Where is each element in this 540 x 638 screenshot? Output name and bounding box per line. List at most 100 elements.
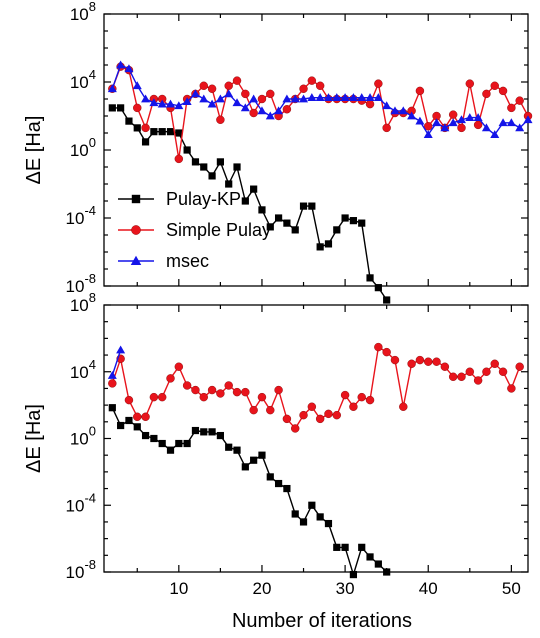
- y-tick-label: 104: [70, 357, 96, 382]
- circle-marker: [266, 89, 275, 99]
- circle-marker: [108, 379, 117, 388]
- triangle-marker: [340, 93, 350, 102]
- square-marker: [208, 172, 216, 180]
- square-marker: [291, 226, 299, 234]
- triangle-marker: [465, 113, 475, 122]
- circle-marker: [315, 81, 325, 90]
- triangle-marker: [398, 106, 408, 115]
- circle-marker: [382, 123, 391, 133]
- triangle-marker: [456, 115, 466, 124]
- square-marker: [341, 214, 349, 222]
- circle-marker: [149, 392, 159, 402]
- triangle-marker: [307, 93, 317, 102]
- circle-marker: [507, 103, 516, 113]
- bottom-panel: 10-8 10-4 100 104 108 10 20 30 40 50 ΔE [Ha] Number…: [23, 290, 529, 632]
- y-tick-label: 108: [70, 290, 96, 315]
- square-marker: [108, 104, 116, 112]
- triangle-marker: [407, 111, 417, 120]
- circle-marker: [407, 359, 416, 368]
- circle-marker: [440, 362, 450, 371]
- square-marker: [316, 243, 324, 251]
- y-tick-label: 100: [70, 135, 96, 160]
- circle-marker: [399, 402, 408, 411]
- triangle-marker: [182, 97, 192, 106]
- circle-marker: [307, 402, 317, 411]
- triangle-marker: [141, 94, 151, 103]
- circle-marker: [432, 357, 441, 366]
- circle-marker: [424, 357, 433, 366]
- square-marker: [216, 431, 224, 440]
- series-line: [111, 345, 521, 430]
- triangle-marker: [132, 81, 142, 90]
- square-marker: [131, 194, 141, 204]
- triangle-marker: [107, 84, 117, 93]
- circle-marker: [365, 99, 375, 109]
- circle-marker: [166, 374, 175, 383]
- x-tick-label: 20: [252, 579, 271, 598]
- square-marker: [258, 451, 266, 459]
- triangle-marker: [174, 101, 184, 110]
- triangle-marker: [290, 94, 300, 103]
- circle-marker: [498, 367, 508, 376]
- y-tick-label: 108: [70, 0, 96, 24]
- square-marker: [358, 543, 366, 551]
- triangle-marker: [332, 93, 342, 102]
- triangle-marker: [506, 118, 516, 127]
- circle-marker: [465, 79, 475, 88]
- circle-marker: [482, 367, 491, 376]
- circle-marker: [515, 96, 524, 105]
- circle-marker: [349, 402, 358, 411]
- square-marker: [250, 185, 258, 193]
- triangle-marker: [523, 115, 533, 124]
- circle-marker: [174, 362, 184, 371]
- square-marker: [333, 543, 341, 551]
- circle-marker: [382, 347, 391, 357]
- x-tick-label: 10: [169, 579, 188, 598]
- square-marker: [150, 128, 158, 136]
- circle-marker: [291, 424, 300, 433]
- circle-marker: [390, 355, 400, 365]
- series-pulay-kp: [108, 404, 391, 579]
- circle-marker: [182, 381, 192, 390]
- triangle-marker: [157, 99, 167, 108]
- circle-marker: [207, 84, 217, 93]
- square-marker: [283, 219, 291, 227]
- triangle-marker: [124, 64, 134, 73]
- x-tick-label: 50: [502, 579, 521, 598]
- square-marker: [250, 456, 258, 464]
- circle-marker: [199, 392, 208, 402]
- plot-frame: [103, 13, 529, 287]
- square-marker: [283, 484, 291, 493]
- circle-marker: [216, 115, 225, 124]
- triangle-marker: [190, 89, 200, 98]
- square-marker: [183, 146, 191, 154]
- square-marker: [175, 129, 183, 137]
- series-line: [111, 65, 529, 160]
- circle-marker: [415, 355, 425, 365]
- square-marker: [366, 274, 374, 282]
- circle-marker: [340, 390, 350, 400]
- top-panel: 10-8 10-4 100 104 108 ΔE [Ha] Pulay-KP Simple P…: [23, 0, 533, 304]
- circle-marker: [482, 89, 491, 99]
- y-tick-label: 10-8: [66, 557, 96, 582]
- triangle-marker: [432, 118, 442, 127]
- triangle-marker: [423, 130, 433, 139]
- circle-marker: [257, 392, 267, 402]
- triangle-marker: [282, 94, 292, 103]
- circle-marker: [299, 84, 308, 93]
- circle-marker: [365, 395, 375, 405]
- triangle-marker: [215, 94, 225, 103]
- triangle-marker: [107, 370, 117, 379]
- triangle-marker: [440, 123, 450, 132]
- square-marker: [117, 421, 125, 430]
- circle-marker: [448, 110, 458, 119]
- square-marker: [108, 404, 116, 412]
- square-marker: [274, 479, 283, 488]
- circle-marker: [249, 108, 258, 118]
- square-marker: [324, 519, 333, 528]
- triangle-marker: [149, 98, 159, 107]
- triangle-marker: [415, 116, 425, 125]
- triangle-marker: [116, 60, 126, 69]
- square-marker: [374, 560, 382, 568]
- square-marker: [166, 128, 175, 136]
